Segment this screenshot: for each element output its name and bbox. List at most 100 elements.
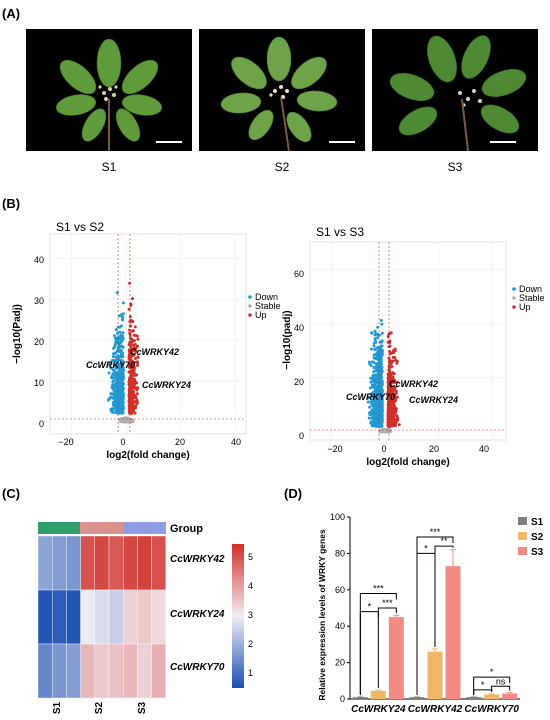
xtick: 40 xyxy=(231,437,241,447)
point-down xyxy=(373,381,377,385)
heatmap-cell xyxy=(66,589,81,645)
point-up xyxy=(388,332,392,336)
point-down xyxy=(112,390,116,394)
point-up xyxy=(128,318,132,322)
point-up xyxy=(135,360,139,364)
category-label: CcWRKY70 xyxy=(464,704,519,715)
significance-label: ns xyxy=(496,676,506,686)
point-up xyxy=(388,350,392,354)
ytick: 10 xyxy=(34,378,44,388)
scale-tick: 1 xyxy=(248,668,253,678)
point-up xyxy=(130,379,134,383)
point-stable xyxy=(125,419,129,423)
bar-chart: Relative expression levels of WRKY genes… xyxy=(317,512,544,715)
volcano-right-xticks: −20 0 20 40 xyxy=(327,444,489,454)
point-down xyxy=(117,314,121,318)
point-up xyxy=(133,380,137,384)
point-down xyxy=(118,392,122,396)
bar-chart-ylabel: Relative expression levels of WRKY genes xyxy=(317,529,327,701)
point-down xyxy=(378,416,382,420)
point-up xyxy=(128,397,132,401)
point-up xyxy=(130,388,134,392)
point-down xyxy=(380,339,384,343)
point-down xyxy=(379,374,383,378)
panel-label-a: (A) xyxy=(2,6,21,21)
point-up xyxy=(394,390,398,394)
bar-s2-ccwrky24 xyxy=(370,690,386,699)
point-down xyxy=(120,313,124,317)
point-up xyxy=(133,360,137,364)
point-up xyxy=(386,403,390,407)
bar-s3-ccwrky70 xyxy=(502,693,518,699)
point-down xyxy=(372,341,376,345)
point-down xyxy=(372,366,376,370)
category-label: CcWRKY24 xyxy=(351,704,406,715)
heatmap-cells xyxy=(37,535,167,699)
point-down xyxy=(113,351,117,355)
point-down xyxy=(371,391,375,395)
point-up xyxy=(393,347,397,351)
heatmap-cell xyxy=(137,535,152,591)
ytick: 30 xyxy=(34,296,44,306)
col-label-s3: S3 xyxy=(137,701,148,714)
point-up xyxy=(136,337,140,341)
scale-bar xyxy=(156,141,182,143)
point-up xyxy=(132,343,136,347)
significance-bracket xyxy=(434,545,454,647)
point-down xyxy=(380,393,384,397)
point-down xyxy=(375,407,379,411)
point-up xyxy=(131,397,135,401)
point-up xyxy=(131,297,135,301)
significance-bracket xyxy=(359,611,379,695)
point-down xyxy=(369,400,373,404)
ytick: 40 xyxy=(34,255,44,265)
point-up xyxy=(134,396,138,400)
heatmap-group-label: Group xyxy=(170,523,203,535)
point-up xyxy=(131,320,135,324)
heatmap-cell xyxy=(122,643,138,699)
legend-down: Down xyxy=(519,284,542,294)
legend-label: S2 xyxy=(531,532,544,543)
significance-label: *** xyxy=(373,583,384,593)
heatmap-cell xyxy=(66,643,81,699)
point-up xyxy=(391,397,395,401)
heatmap-cell xyxy=(108,643,124,699)
point-down xyxy=(116,331,120,335)
point-down xyxy=(379,406,383,410)
point-up xyxy=(133,325,137,329)
point-up xyxy=(392,378,396,382)
heatmap-group-bar xyxy=(38,522,166,534)
point-down xyxy=(119,339,123,343)
point-down xyxy=(367,360,371,364)
volcano-left-ylabel: −log10(Padj) xyxy=(12,304,23,364)
point-down xyxy=(380,418,384,422)
point-down xyxy=(116,336,120,340)
point-up xyxy=(131,338,135,342)
heatmap: Group CcWRKY42 CcWRKY24 CcWRKY70 S1 S2 S… xyxy=(37,522,253,714)
volcano-left-yticks: 0 10 20 30 40 xyxy=(34,255,44,429)
category-label: CcWRKY42 xyxy=(408,704,463,715)
point-up xyxy=(132,333,136,337)
point-down xyxy=(109,360,113,364)
volcano-right-plot-area xyxy=(309,241,507,441)
significance-label: * xyxy=(368,602,372,612)
xtick: −20 xyxy=(327,444,342,454)
point-down xyxy=(118,325,122,329)
point-down xyxy=(106,398,110,402)
photo-label-s3: S3 xyxy=(447,160,463,174)
point-up xyxy=(129,350,133,354)
point-down xyxy=(117,363,121,367)
point-down xyxy=(368,413,372,417)
point-down xyxy=(380,322,384,326)
point-down xyxy=(121,376,125,380)
point-down xyxy=(372,344,376,348)
volcano-left-thresholds xyxy=(50,234,246,434)
point-stable xyxy=(384,429,388,433)
point-down xyxy=(120,384,124,388)
point-down xyxy=(368,386,372,390)
photo-label-s2: S2 xyxy=(274,160,290,174)
point-down xyxy=(111,403,115,407)
significance-label: *** xyxy=(430,527,441,537)
point-down xyxy=(376,345,380,349)
volcano-right-ylabel: −log10(padj) xyxy=(282,310,293,369)
